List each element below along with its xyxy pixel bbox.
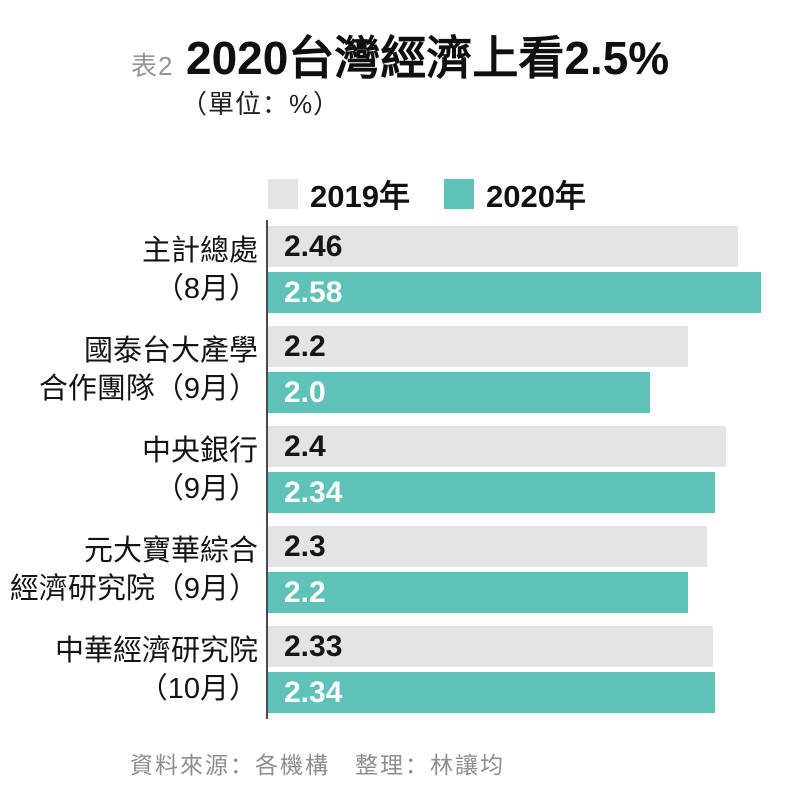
bar-value-2020: 2.34 bbox=[284, 475, 343, 509]
bar-pair: 2.4 2.34 bbox=[258, 426, 792, 513]
bar-2020: 2.0 bbox=[268, 372, 650, 413]
bar-value-2020: 2.58 bbox=[284, 275, 343, 309]
table-label: 表2 bbox=[131, 51, 174, 81]
category-label-line1: 中華經濟研究院 bbox=[54, 634, 258, 667]
chart-title: 2020台灣經濟上看2.5% bbox=[186, 32, 670, 84]
bar-pair: 2.3 2.2 bbox=[258, 526, 792, 613]
bar-group: 國泰台大產學 合作團隊（9月） 2.2 2.0 bbox=[0, 326, 792, 413]
legend-item-2020: 2020年 bbox=[443, 171, 586, 216]
bar-group: 主計總處 （8月） 2.46 2.58 bbox=[0, 226, 792, 313]
legend: 2019年 2020年 bbox=[268, 171, 586, 216]
bar-pair: 2.2 2.0 bbox=[258, 326, 792, 413]
bar-2019: 2.3 bbox=[268, 526, 708, 567]
category-label-line2: （8月） bbox=[154, 272, 258, 305]
bar-2020: 2.34 bbox=[268, 672, 715, 713]
legend-label-2020: 2020年 bbox=[485, 179, 586, 214]
bar-2020: 2.2 bbox=[268, 572, 688, 613]
bar-value-2019: 2.2 bbox=[284, 329, 326, 363]
bar-value-2020: 2.34 bbox=[284, 675, 343, 709]
legend-item-2019: 2019年 bbox=[268, 171, 410, 216]
category-label: 元大寶華綜合 經濟研究院（9月） bbox=[0, 526, 258, 613]
category-label: 中央銀行 （9月） bbox=[0, 426, 258, 513]
category-label-line2: （9月） bbox=[154, 472, 258, 505]
category-label-line2: 經濟研究院（9月） bbox=[9, 572, 258, 605]
legend-swatch-2020-icon bbox=[443, 178, 474, 209]
bar-value-2020: 2.0 bbox=[284, 375, 326, 409]
bar-value-2020: 2.2 bbox=[284, 575, 326, 609]
axis-line bbox=[266, 220, 268, 719]
legend-swatch-2019-icon bbox=[268, 178, 298, 209]
category-label-line1: 國泰台大產學 bbox=[83, 334, 258, 367]
bar-2019: 2.33 bbox=[268, 626, 713, 667]
category-label-line1: 中央銀行 bbox=[141, 434, 258, 467]
category-label-line2: 合作團隊（9月） bbox=[38, 372, 258, 405]
unit-subtitle: （單位：%） bbox=[181, 89, 341, 119]
bar-rows: 主計總處 （8月） 2.46 2.58 國泰台大產學 合作團隊（9月） 2.2 … bbox=[0, 226, 792, 713]
bar-2020: 2.34 bbox=[268, 472, 715, 513]
category-label: 國泰台大產學 合作團隊（9月） bbox=[0, 326, 258, 413]
category-label: 中華經濟研究院 （10月） bbox=[0, 626, 258, 713]
bar-2019: 2.2 bbox=[268, 326, 688, 367]
category-label-line1: 主計總處 bbox=[141, 234, 258, 267]
bar-value-2019: 2.4 bbox=[284, 429, 326, 463]
bar-2019: 2.4 bbox=[268, 426, 727, 467]
bar-2020: 2.58 bbox=[268, 272, 761, 313]
bar-value-2019: 2.3 bbox=[284, 529, 326, 563]
bar-group: 中華經濟研究院 （10月） 2.33 2.34 bbox=[0, 626, 792, 713]
bar-group: 元大寶華綜合 經濟研究院（9月） 2.3 2.2 bbox=[0, 526, 792, 613]
bar-2019: 2.46 bbox=[268, 226, 738, 267]
category-label: 主計總處 （8月） bbox=[0, 226, 258, 313]
bar-group: 中央銀行 （9月） 2.4 2.34 bbox=[0, 426, 792, 513]
source-footer: 資料來源：各機構 整理：林讓均 bbox=[130, 752, 505, 778]
bar-value-2019: 2.33 bbox=[284, 629, 343, 663]
category-label-line1: 元大寶華綜合 bbox=[83, 534, 258, 567]
bar-pair: 2.46 2.58 bbox=[258, 226, 792, 313]
category-label-line2: （10月） bbox=[138, 672, 258, 705]
bar-chart: 主計總處 （8月） 2.46 2.58 國泰台大產學 合作團隊（9月） 2.2 … bbox=[0, 220, 792, 726]
bar-pair: 2.33 2.34 bbox=[258, 626, 792, 713]
bar-value-2019: 2.46 bbox=[284, 229, 343, 263]
legend-label-2019: 2019年 bbox=[310, 179, 410, 214]
